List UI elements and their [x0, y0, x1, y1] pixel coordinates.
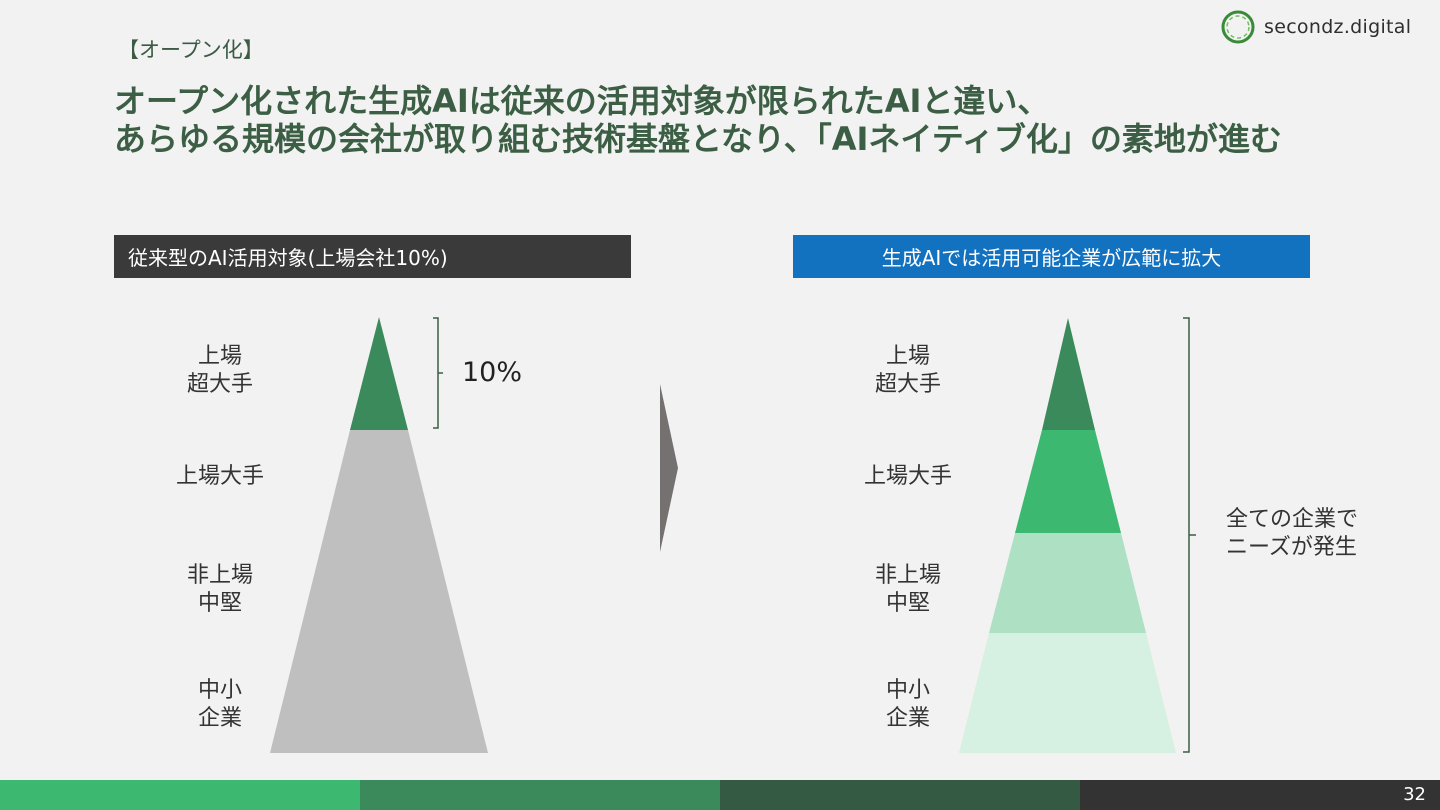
- brand-logo: secondz.digital: [1220, 9, 1411, 45]
- left-level-4: 中小 企業: [197, 678, 242, 731]
- left-pyramid-top: [350, 317, 408, 430]
- left-level-2: 上場大手: [175, 464, 264, 489]
- right-level-1: 上場 超大手: [874, 344, 941, 397]
- right-tier-1: [1042, 318, 1095, 430]
- footer-segment-3: [720, 780, 1080, 810]
- footer-segment-2: [360, 780, 720, 810]
- right-tier-3: [989, 533, 1146, 633]
- left-header: 従来型のAI活用対象(上場会社10%): [114, 235, 631, 278]
- right-level-2: 上場大手: [863, 464, 952, 489]
- title-line-1: オープン化された生成AIは従来の活用対象が限られたAIと違い、: [114, 82, 1050, 120]
- page-number: 32: [1403, 784, 1426, 805]
- page-title: オープン化された生成AIは従来の活用対象が限られたAIと違い、 あらゆる規模の会…: [114, 82, 1282, 158]
- right-bracket: [1183, 317, 1196, 753]
- right-header: 生成AIでは活用可能企業が広範に拡大: [793, 235, 1310, 278]
- title-line-2: あらゆる規模の会社が取り組む技術基盤となり、「AIネイティブ化」の素地が進む: [114, 120, 1282, 158]
- footer-segment-4: [1080, 780, 1440, 810]
- right-level-4: 中小 企業: [885, 678, 930, 731]
- left-level-3: 非上場 中堅: [186, 563, 253, 616]
- arrow-right-icon: [660, 384, 678, 552]
- left-bracket: [433, 317, 443, 429]
- section-tag: 【オープン化】: [118, 38, 264, 62]
- footer-segment-1: [0, 780, 360, 810]
- right-tier-4: [959, 633, 1176, 753]
- left-level-1: 上場 超大手: [186, 344, 253, 397]
- right-tier-2: [1015, 430, 1121, 533]
- circle-ring-icon: [1221, 10, 1255, 44]
- logo-text: secondz.digital: [1264, 16, 1412, 38]
- right-level-3: 非上場 中堅: [874, 563, 941, 616]
- right-bracket-label: 全ての企業で ニーズが発生: [1226, 507, 1359, 560]
- left-pyramid-lower: [270, 430, 488, 753]
- footer-bar: [0, 780, 1440, 810]
- left-bracket-label: 10%: [462, 357, 523, 388]
